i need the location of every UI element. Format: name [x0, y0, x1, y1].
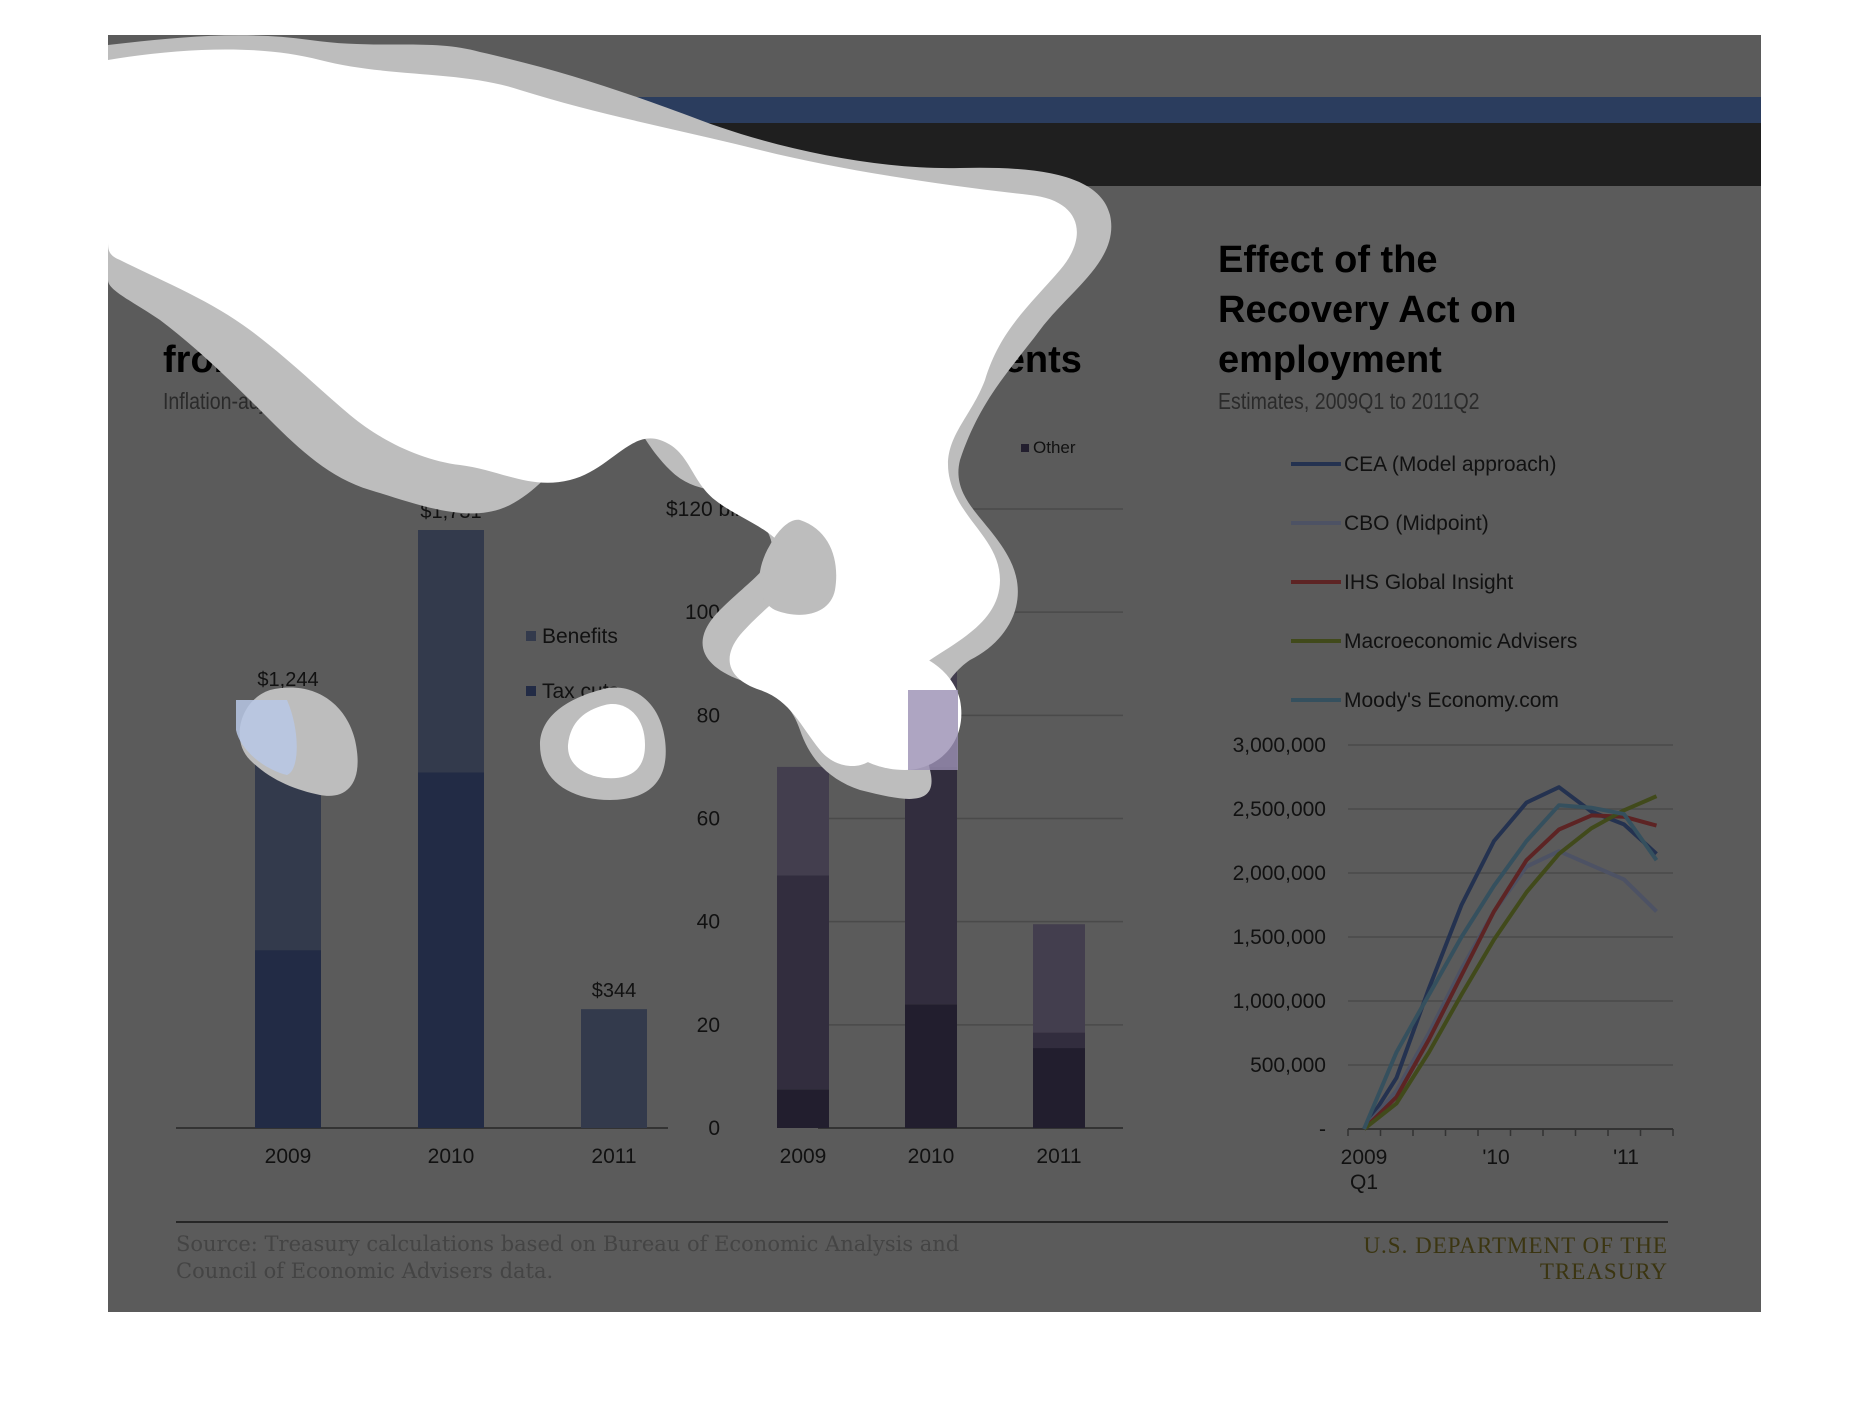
x-tick-label: 2011 — [591, 1145, 636, 1168]
series-line-moody-s-economy-com — [1362, 803, 1659, 1130]
bar-other — [1033, 1048, 1085, 1128]
source-note: Source: Treasury calculations based on B… — [176, 1231, 1036, 1285]
y-tick-label: - — [1319, 1118, 1326, 1141]
bar-other — [905, 1004, 957, 1128]
x-tick-label: 2010 — [428, 1145, 475, 1168]
employment-effect-subtitle: Estimates, 2009Q1 to 2011Q2 — [1218, 388, 1480, 414]
x-tick-label: 2009 — [1341, 1146, 1388, 1169]
y-tick-label: 1,500,000 — [1233, 926, 1326, 949]
y-tick-label: 0 — [708, 1117, 720, 1140]
bar-medicaid — [905, 766, 957, 1005]
series-line-macroeconomic-advisers — [1362, 794, 1658, 1131]
employment-effect-chart: - 500,000 1,000,000 1,500,000 2,000,000 2,500… — [1233, 453, 1674, 1194]
bar-other — [777, 1089, 829, 1128]
footer-rule — [176, 1221, 1668, 1223]
legend-label: IHS Global Insight — [1344, 571, 1513, 594]
title-line: Recovery Act on — [1218, 289, 1517, 331]
source-line: Source: Treasury calculations based on B… — [176, 1232, 960, 1256]
legend-label: Moody's Economy.com — [1344, 689, 1559, 712]
bar-total-label: $344 — [592, 980, 637, 1002]
legend-label: CEA (Model approach) — [1344, 453, 1556, 476]
bar-education — [1033, 924, 1085, 1033]
y-tick-label: 60 — [697, 808, 720, 831]
bar-benefits — [581, 1009, 647, 1128]
bar-medicaid — [1033, 1032, 1085, 1049]
bar-tax-cuts — [418, 772, 484, 1128]
title-line: Effect of the — [1218, 239, 1438, 281]
slide: Crisis Response 6 The Recovery Act Avera… — [108, 35, 1761, 1312]
bar-medicaid — [777, 875, 829, 1090]
bar-tax-cuts — [255, 950, 321, 1128]
legend-label: Macroeconomic Advisers — [1344, 630, 1577, 653]
x-tick-label: 2009 — [780, 1145, 827, 1168]
y-tick-label: 1,000,000 — [1233, 990, 1326, 1013]
y-tick-label: 40 — [697, 911, 720, 934]
x-tick-label: '10 — [1482, 1146, 1509, 1169]
x-tick-label: 2010 — [908, 1145, 955, 1168]
y-tick-label: 20 — [697, 1014, 720, 1037]
legend-label: CBO (Midpoint) — [1344, 512, 1489, 535]
source-line: Council of Economic Advisers data. — [176, 1259, 554, 1283]
employment-effect-title: Effect of the Recovery Act on employment — [1218, 235, 1516, 385]
x-tick-label: 2011 — [1036, 1145, 1081, 1168]
department-name: U.S. DEPARTMENT OF THE TREASURY — [1363, 1233, 1668, 1284]
y-tick-label: 3,000,000 — [1233, 734, 1326, 757]
x-tick-label: 2009 — [265, 1145, 312, 1168]
x-tick-label: '11 — [1613, 1146, 1639, 1169]
title-line: employment — [1218, 339, 1442, 381]
series-line-ihs-global-insight — [1362, 813, 1658, 1131]
x-tick-sublabel: Q1 — [1350, 1171, 1378, 1194]
y-tick-label: 2,000,000 — [1233, 862, 1326, 885]
y-tick-label: 2,500,000 — [1233, 798, 1326, 821]
y-tick-label: 500,000 — [1250, 1054, 1326, 1077]
